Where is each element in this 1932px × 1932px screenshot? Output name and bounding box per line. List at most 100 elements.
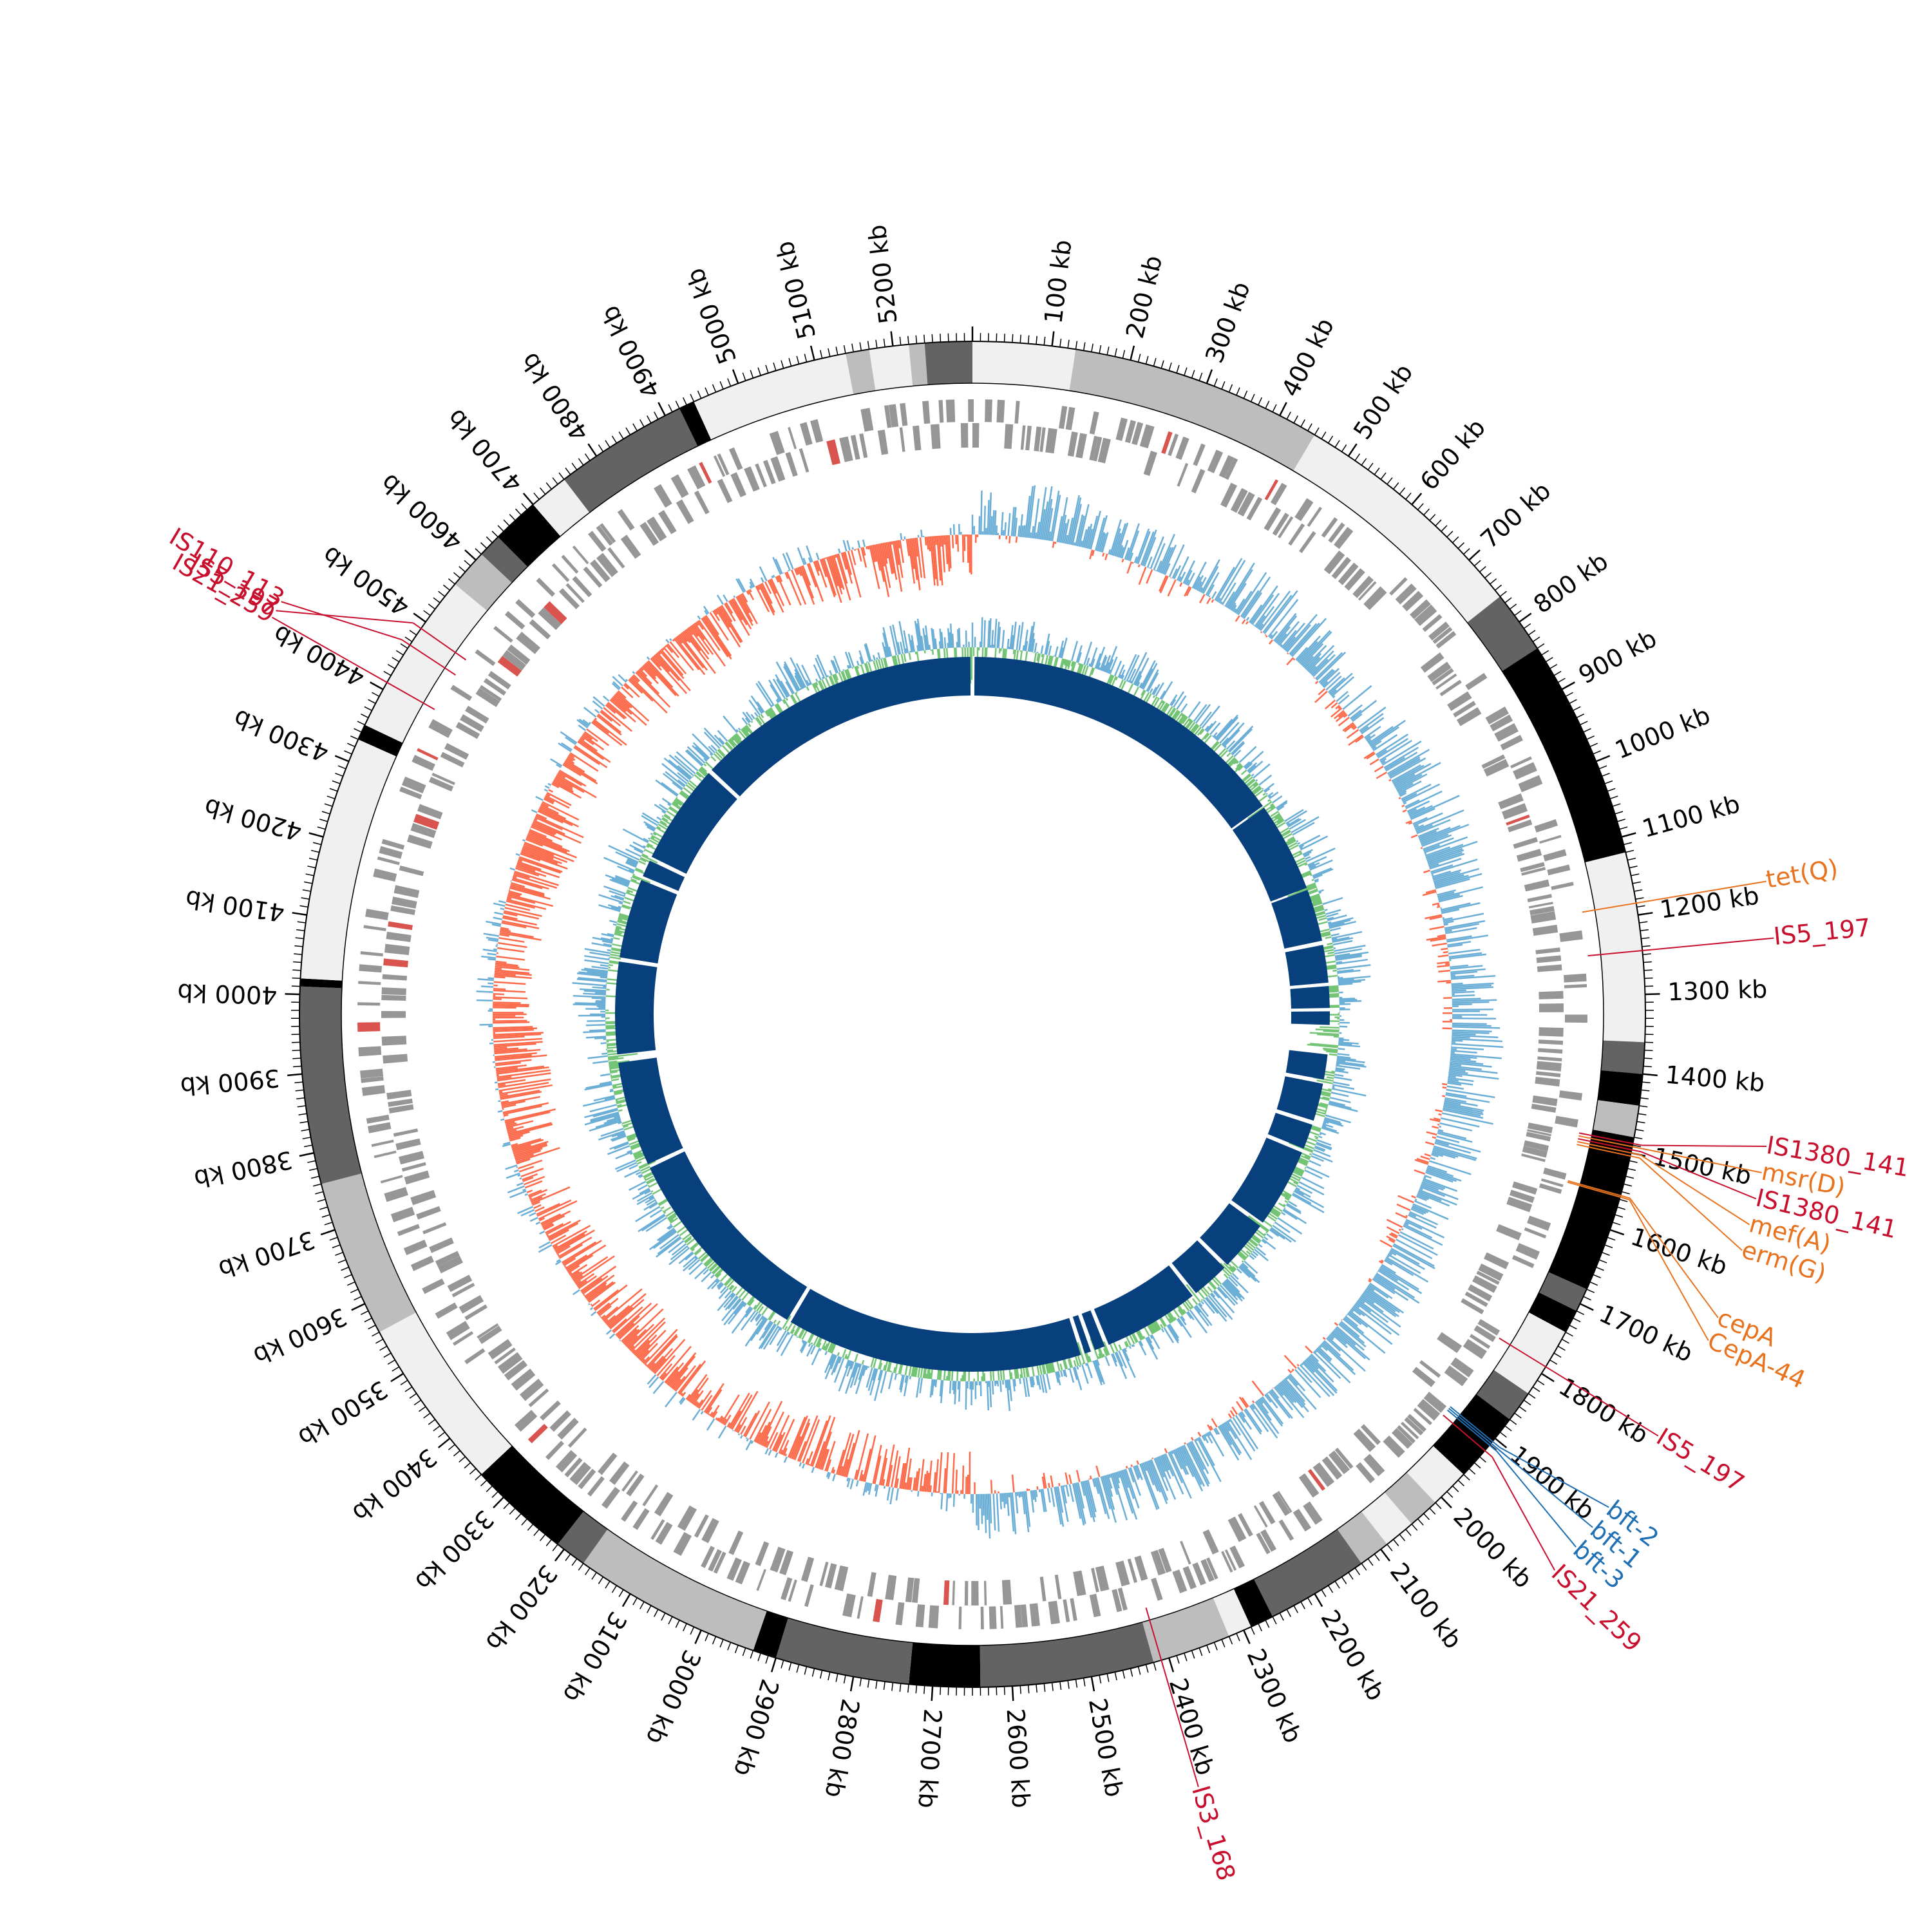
gc-skew-bar — [488, 977, 495, 980]
tick-label: 2600 kb — [1001, 1708, 1036, 1809]
gc-content-bar — [1245, 1250, 1251, 1255]
gene-block — [1539, 1183, 1562, 1194]
gene-block — [1270, 482, 1287, 506]
gc-skew-bar — [878, 1448, 888, 1486]
gc-content-bar — [615, 851, 639, 864]
gc-skew-bar — [612, 695, 647, 726]
gc-skew-bar — [500, 1100, 509, 1104]
gc-skew-bar — [1417, 828, 1439, 838]
gc-skew-bar — [668, 1352, 697, 1387]
minor-tick — [1423, 1513, 1430, 1520]
gc-skew-bar — [612, 681, 621, 689]
gc-skew-bar — [1339, 1321, 1365, 1344]
gc-skew-bar — [511, 1138, 542, 1148]
minor-tick — [304, 881, 313, 884]
gc-skew-bar — [574, 745, 608, 768]
contig-segment-44 — [845, 349, 876, 395]
minor-tick — [423, 1412, 431, 1419]
gc-skew-bar — [1363, 1291, 1399, 1318]
gc-content-bar — [671, 1243, 687, 1256]
gc-content-bar — [1204, 1297, 1219, 1314]
gc-skew-bar — [538, 1241, 551, 1249]
gene-block — [1524, 1227, 1547, 1239]
gc-skew-bar — [535, 1221, 541, 1226]
gc-skew-bar — [670, 1367, 688, 1388]
gc-content-bar — [900, 641, 904, 654]
gc-skew-bar — [862, 1448, 872, 1482]
gc-content-bar — [1274, 813, 1282, 819]
gc-skew-bar — [513, 1144, 548, 1157]
minor-tick — [310, 849, 319, 853]
minor-tick — [515, 1513, 522, 1520]
gene-block — [477, 1323, 499, 1339]
gc-content-bar — [1332, 936, 1350, 942]
gc-skew-bar — [565, 759, 585, 773]
minor-tick — [639, 419, 645, 428]
gc-content-bar — [639, 1160, 656, 1170]
gc-skew-bar — [1036, 1486, 1039, 1490]
gc-content-bar — [991, 1381, 994, 1395]
gc-skew-bar — [1065, 1472, 1069, 1485]
gc-skew-bar — [1323, 672, 1341, 688]
gc-content-bar — [646, 1199, 656, 1206]
gc-skew-bar — [504, 910, 540, 920]
gc-skew-bar — [1323, 1340, 1341, 1357]
gc-skew-bar — [811, 1415, 831, 1467]
gc-skew-bar — [1087, 1479, 1097, 1513]
gc-skew-bar — [716, 1417, 720, 1421]
gc-content-bar — [731, 1286, 737, 1293]
gc-content-bar — [584, 1108, 618, 1119]
gc-skew-bar — [665, 639, 670, 643]
gene-block — [1435, 673, 1457, 690]
gc-content-bar — [1213, 1289, 1235, 1314]
gene-block — [431, 772, 455, 786]
gene-block — [1358, 581, 1377, 601]
minor-tick — [335, 773, 343, 777]
gc-content-bar — [1222, 1282, 1237, 1297]
major-tick — [292, 912, 307, 916]
gc-content-bar — [621, 905, 630, 910]
gc-skew-bar — [515, 853, 520, 857]
gc-content-bar — [880, 1370, 887, 1394]
gc-content-bar — [1117, 664, 1125, 678]
minor-tick — [796, 355, 800, 365]
gc-skew-bar — [922, 1473, 927, 1492]
major-tick — [770, 1658, 777, 1672]
gene-block — [401, 1162, 426, 1172]
gc-skew-bar — [1105, 1475, 1113, 1497]
gene-block — [494, 1347, 516, 1365]
contig-segment-10 — [1539, 1272, 1587, 1311]
minor-tick — [1621, 1191, 1630, 1195]
gc-content-bar — [1336, 1062, 1367, 1068]
gc-content-bar — [611, 1132, 625, 1138]
gc-skew-bar — [1390, 1247, 1420, 1265]
gc-content-bar — [616, 1162, 638, 1173]
gc-skew-bar — [578, 739, 611, 763]
gc-content-bar — [1309, 859, 1333, 871]
gc-skew-bar — [826, 556, 842, 603]
gc-content-bar — [990, 1371, 992, 1381]
gc-content-bar — [1121, 675, 1125, 679]
gc-skew-bar — [628, 1323, 655, 1350]
gc-skew-bar — [1211, 591, 1217, 600]
gc-skew-bar — [791, 1435, 802, 1459]
gc-content-bar — [870, 1356, 875, 1368]
gene-block — [983, 1580, 987, 1605]
gc-skew-bar — [556, 1245, 571, 1255]
minor-tick — [1593, 1274, 1601, 1278]
gene-block — [1432, 627, 1453, 644]
gc-content-bar — [742, 711, 752, 723]
gc-content-bar — [1327, 951, 1335, 954]
gc-skew-bar — [1411, 1206, 1426, 1215]
gc-skew-bar — [1423, 1176, 1426, 1179]
gc-content-bar — [810, 1345, 816, 1355]
gc-skew-bar — [1296, 1363, 1300, 1367]
gc-content-bar — [1336, 1057, 1356, 1061]
minor-tick — [765, 365, 769, 374]
gc-skew-bar — [558, 742, 572, 752]
gene-block — [1513, 837, 1538, 849]
gc-skew-bar — [822, 558, 837, 596]
gc-content-bar — [779, 1327, 782, 1331]
gc-skew-bar — [1438, 1113, 1442, 1116]
minor-tick — [727, 1642, 732, 1651]
